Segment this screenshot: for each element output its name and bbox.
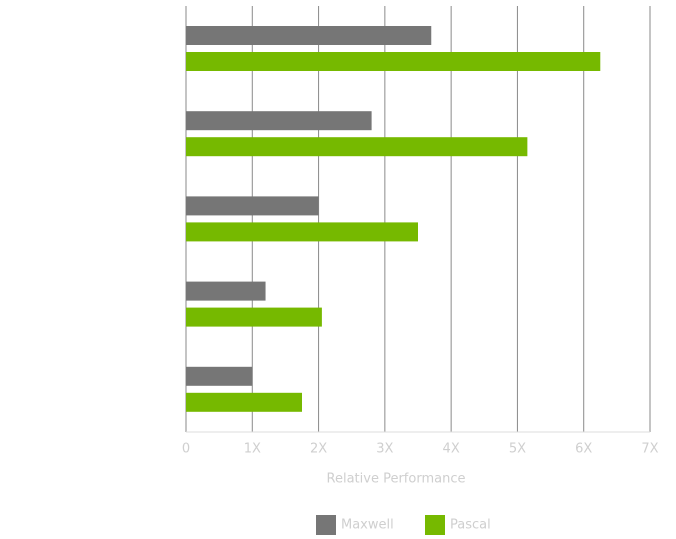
x-tick-label: 7X	[641, 442, 658, 457]
bar	[186, 52, 601, 71]
x-tick-label: 6X	[575, 442, 592, 457]
legend-swatch	[316, 515, 336, 535]
x-tick-label: 5X	[509, 442, 526, 457]
bar	[186, 111, 372, 131]
bar	[186, 281, 266, 301]
legend-swatch	[425, 515, 445, 535]
bar	[186, 137, 528, 157]
bar	[186, 196, 319, 216]
bar	[186, 307, 322, 327]
x-tick-label: 4X	[443, 442, 460, 457]
x-axis-label: Relative Performance	[327, 472, 466, 487]
x-tick-label: 0	[182, 442, 190, 457]
bar	[186, 366, 253, 386]
x-tick-label: 1X	[244, 442, 261, 457]
x-tick-label: 2X	[310, 442, 327, 457]
legend-label: Maxwell	[341, 518, 394, 533]
legend-label: Pascal	[450, 518, 491, 533]
bar	[186, 26, 432, 45]
x-tick-label: 3X	[376, 442, 393, 457]
bar	[186, 222, 418, 242]
bar	[186, 392, 302, 412]
